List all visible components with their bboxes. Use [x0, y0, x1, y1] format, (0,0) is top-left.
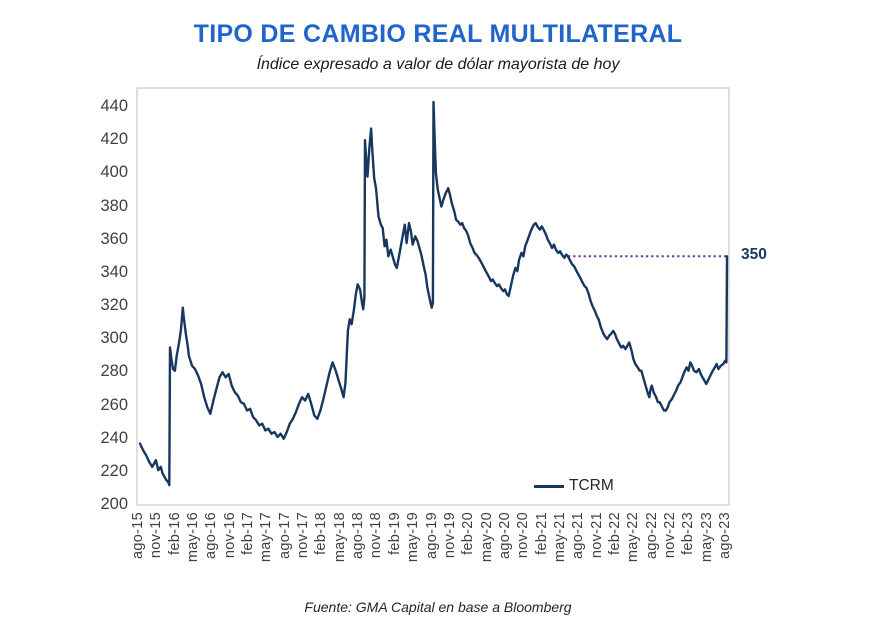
x-axis-tick-label: may-21: [551, 512, 568, 563]
x-axis-tick-label: ago-15: [130, 512, 146, 559]
x-axis-tick-label: may-23: [698, 512, 715, 563]
x-axis-tick-label: may-16: [185, 512, 202, 563]
x-axis-tick-label: ago-23: [717, 512, 733, 559]
x-axis-tick-label: nov-16: [221, 512, 238, 559]
x-axis-tick-label: feb-19: [386, 512, 403, 555]
y-axis-tick-label: 260: [100, 395, 128, 414]
legend-line-swatch: [534, 484, 564, 488]
x-axis-tick-label: feb-17: [240, 512, 257, 555]
x-axis-tick-label: may-18: [331, 512, 348, 563]
x-axis-tick-label: ago-19: [423, 512, 440, 559]
x-axis-tick-label: ago-21: [570, 512, 587, 559]
annotation-350-label: 350: [741, 246, 767, 263]
plot-border: [136, 87, 730, 506]
x-axis-tick-label: feb-18: [313, 512, 330, 555]
x-axis-tick-label: nov-22: [661, 512, 678, 559]
x-axis-tick-label: nov-21: [588, 512, 605, 559]
source-footnote: Fuente: GMA Capital en base a Bloomberg: [304, 599, 572, 615]
legend-series-label: TCRM: [569, 477, 614, 494]
x-axis-tick-label: nov-19: [441, 512, 458, 559]
chart-title: TIPO DE CAMBIO REAL MULTILATERAL: [193, 20, 683, 48]
y-axis-tick-label: 200: [100, 495, 128, 513]
x-axis-tick-label: may-22: [625, 512, 642, 563]
x-axis-tick-label: ago-17: [276, 512, 293, 559]
x-axis-tick-label: ago-16: [203, 512, 220, 559]
y-axis-tick-label: 280: [100, 362, 128, 381]
x-axis-tick-label: nov-17: [295, 512, 312, 559]
y-axis-tick-label: 440: [100, 97, 128, 115]
chart-subtitle: Índice expresado a valor de dólar mayori…: [256, 56, 620, 73]
x-axis-tick-label: may-17: [258, 512, 275, 563]
x-axis-tick-label: feb-22: [606, 512, 623, 555]
x-axis-tick-label: ago-20: [496, 512, 513, 559]
y-axis-tick-label: 340: [100, 262, 128, 281]
y-axis-tick-label: 220: [100, 461, 128, 480]
legend: TCRM: [534, 477, 614, 495]
x-axis-tick-label: may-20: [478, 512, 495, 563]
x-axis-tick-label: feb-20: [460, 512, 477, 555]
tcrm-series-line: [138, 100, 729, 487]
y-axis-tick-label: 360: [100, 229, 128, 248]
x-axis-tick-label: ago-22: [643, 512, 660, 559]
y-axis-tick-label: 420: [100, 130, 128, 149]
x-axis-tick-label: feb-23: [680, 512, 697, 555]
x-axis-tick-label: feb-21: [533, 512, 550, 555]
x-axis-tick-label: may-19: [405, 512, 422, 563]
y-axis-tick-label: 300: [100, 329, 128, 348]
x-axis-tick-label: ago-18: [350, 512, 367, 559]
y-axis-tick-label: 240: [100, 428, 128, 447]
x-axis-tick-label: feb-16: [166, 512, 183, 555]
y-axis-tick-label: 400: [100, 163, 128, 182]
x-axis-tick-label: nov-15: [148, 512, 165, 559]
y-axis-tick-label: 320: [100, 296, 128, 314]
x-axis-tick-label: nov-18: [368, 512, 385, 559]
x-axis-tick-label: nov-20: [515, 512, 532, 559]
y-axis-tick-label: 380: [100, 196, 128, 215]
